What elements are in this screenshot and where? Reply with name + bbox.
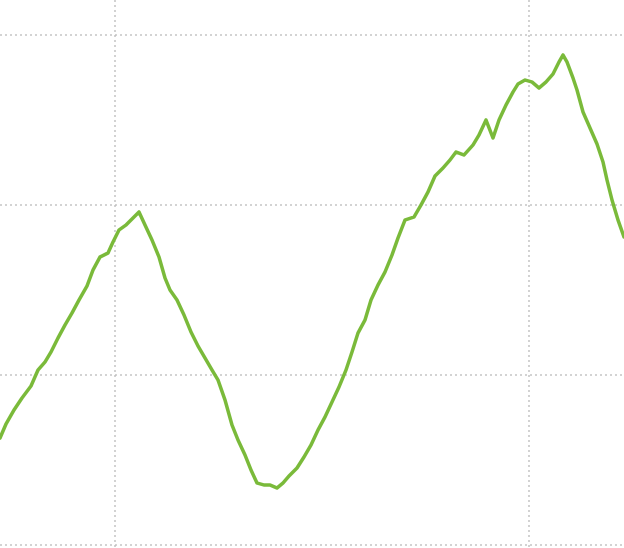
series-layer [0,53,624,490]
series-line-0 [0,53,624,490]
